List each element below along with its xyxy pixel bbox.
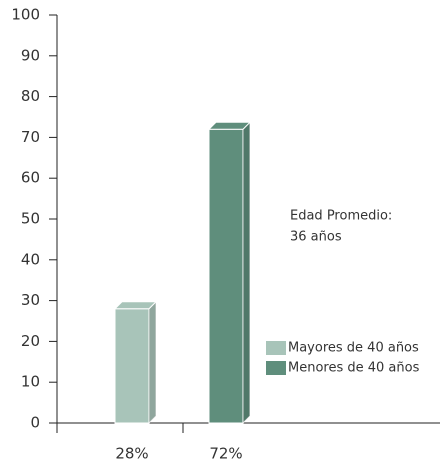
- legend-label: Mayores de 40 años: [288, 341, 419, 356]
- bar-top: [113, 301, 158, 310]
- legend-swatch: [266, 361, 286, 375]
- annotation: 36 años: [290, 230, 342, 245]
- legend-label: Menores de 40 años: [288, 361, 420, 376]
- y-tick-label: 20: [21, 332, 40, 350]
- y-tick-label: 90: [21, 46, 40, 64]
- y-tick-label: 100: [11, 6, 40, 24]
- legend-swatch: [266, 341, 286, 355]
- bar-side-shade: [243, 122, 250, 424]
- y-tick-label: 60: [21, 169, 40, 187]
- bar: [114, 308, 150, 424]
- y-tick-label: 30: [21, 291, 40, 309]
- annotation: Edad Promedio:: [290, 209, 392, 224]
- y-tick-label: 80: [21, 87, 40, 105]
- value-label: 28%: [115, 445, 148, 463]
- y-tick-label: 70: [21, 128, 40, 146]
- bar-side-shade: [149, 301, 156, 423]
- y-tick-label: 0: [30, 414, 40, 432]
- value-label: 72%: [209, 445, 242, 463]
- y-tick-label: 50: [21, 210, 40, 228]
- bar: [208, 128, 244, 424]
- y-tick-label: 10: [21, 373, 40, 391]
- y-tick-label: 40: [21, 250, 40, 268]
- bar-top: [207, 121, 252, 130]
